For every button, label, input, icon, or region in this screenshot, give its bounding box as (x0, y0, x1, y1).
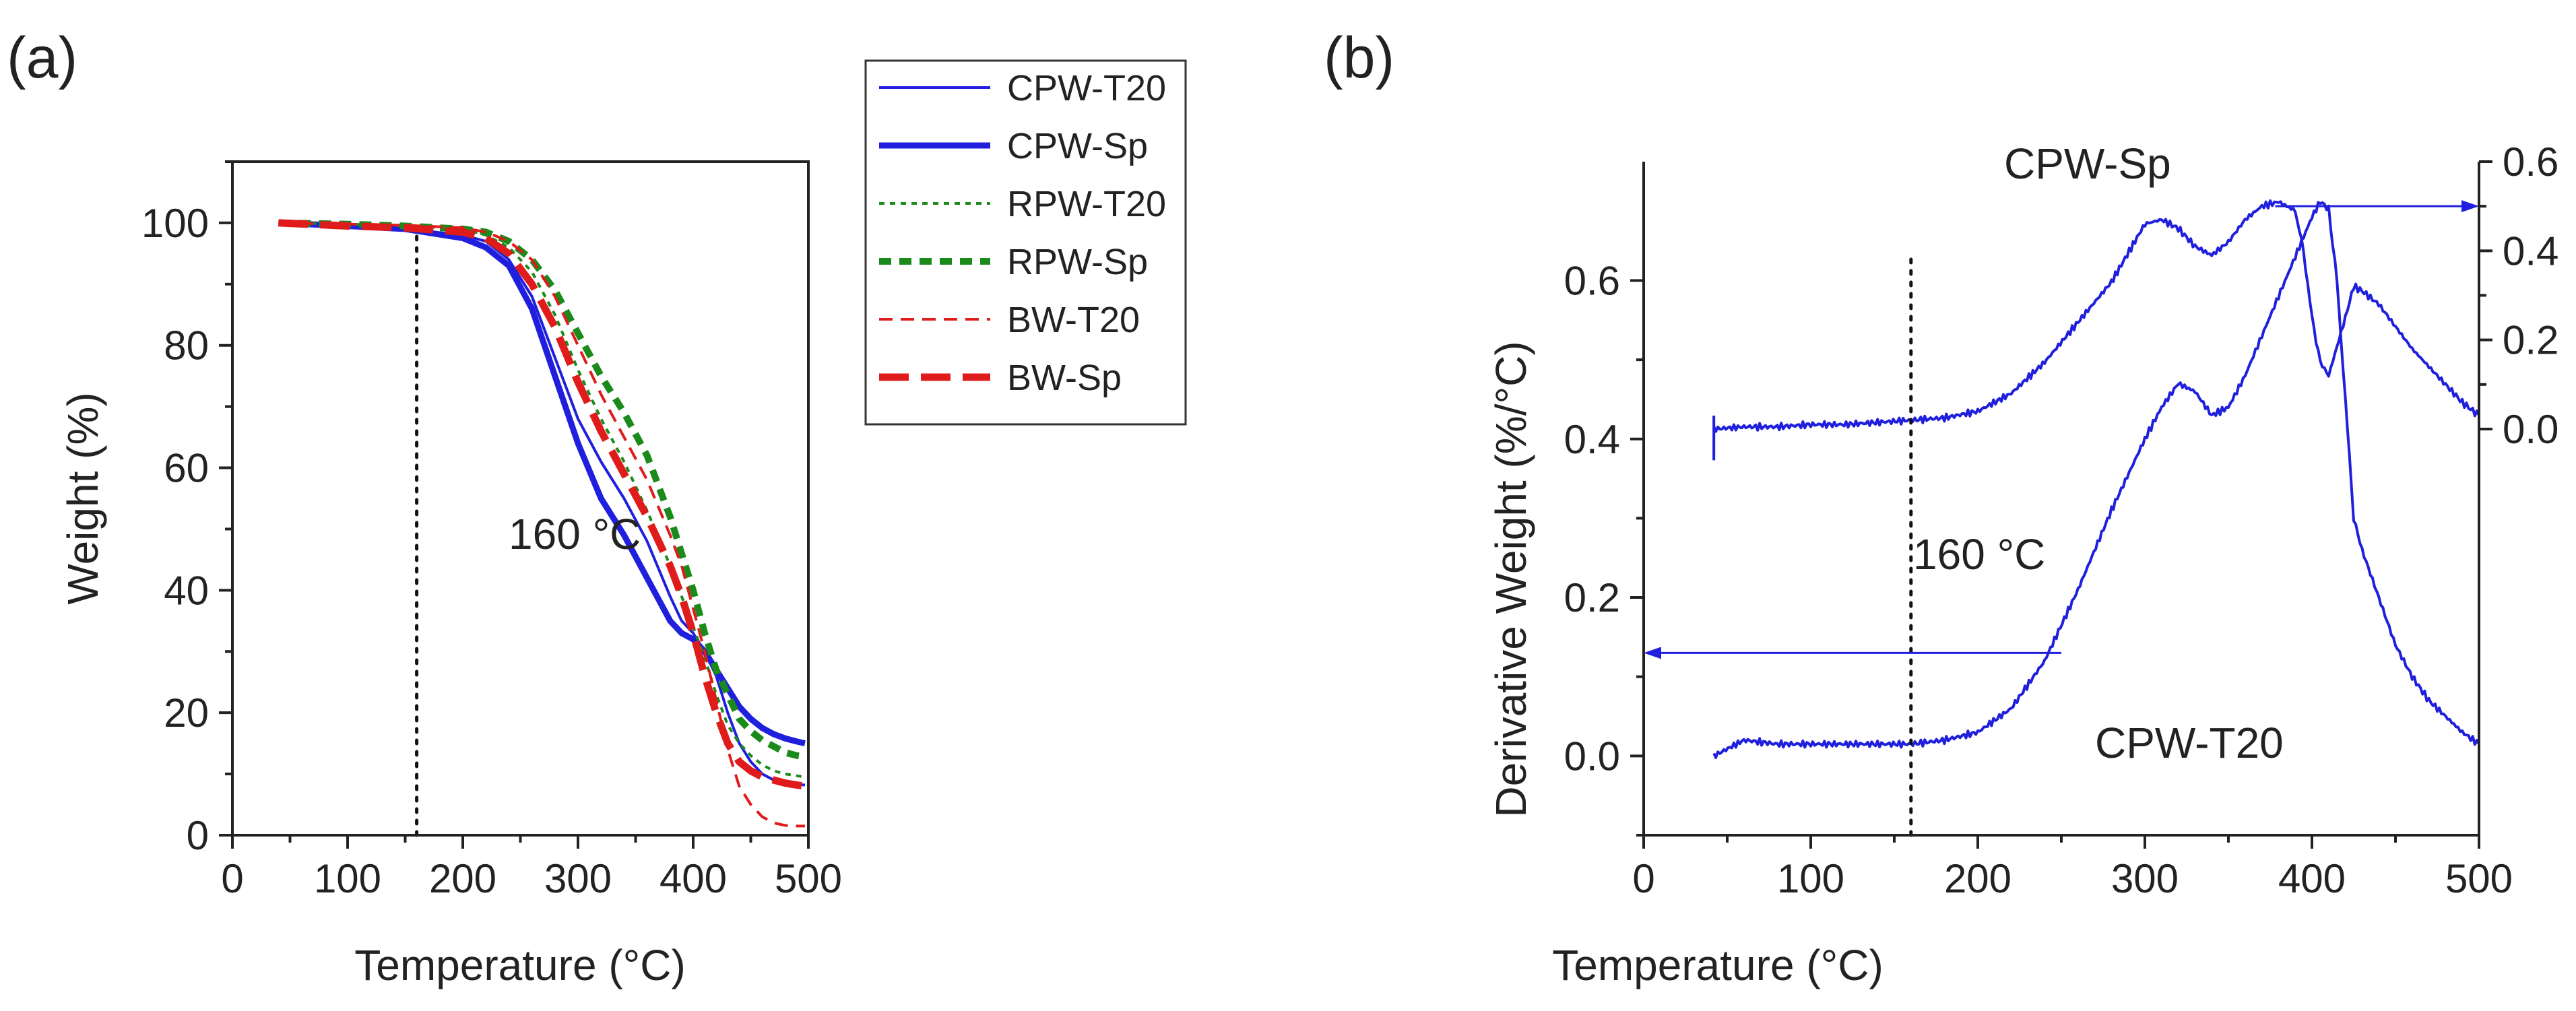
y-tick-label: 60 (164, 446, 209, 491)
left-y-tick-label: 0.4 (1564, 417, 1620, 462)
x-tick-label: 0 (221, 856, 243, 901)
x-tick-label: 200 (429, 856, 496, 901)
chart-a-series (278, 219, 806, 837)
x-tick-label: 100 (1777, 856, 1844, 901)
left-y-tick-label: 0.2 (1564, 575, 1620, 620)
legend-label-cpw-t20: CPW-T20 (1007, 68, 1166, 108)
x-tick-label: 0 (1632, 856, 1654, 901)
series-cpw-sp (1712, 199, 2480, 433)
series-cpw-sp (278, 220, 806, 746)
y-tick-label: 20 (164, 690, 209, 736)
x-tick-label: 200 (1944, 856, 2011, 901)
chart-b-annotation: 160 °C (1913, 530, 2045, 579)
legend-label-rpw-t20: RPW-T20 (1007, 184, 1166, 224)
right-y-tick-label: 0.0 (2503, 407, 2558, 452)
series-bw-t20 (278, 221, 805, 828)
x-tick-label: 300 (544, 856, 612, 901)
series-cpw-t20 (1712, 201, 2480, 759)
chart-a-y-axis-title: Weight (%) (59, 392, 107, 604)
y-tick-label: 100 (141, 201, 209, 246)
series-label-cpw-t20: CPW-T20 (2095, 719, 2284, 767)
chart-b-y-axis-title: Derivative Weight (%/°C) (1487, 341, 1535, 817)
right-y-tick-label: 0.6 (2503, 139, 2558, 185)
arrow-head-right (2461, 200, 2479, 213)
legend-label-rpw-sp: RPW-Sp (1007, 242, 1148, 282)
right-y-tick-label: 0.4 (2503, 228, 2558, 273)
y-tick-label: 40 (164, 568, 209, 613)
chart-b: 0 100 200 300 400 500 0.0 0.2 0.4 0.6 0.0 0.2 0.4 0.6… (1487, 139, 2558, 989)
chart-b-series (1644, 199, 2480, 837)
x-tick-label: 300 (2111, 856, 2179, 901)
chart-b-x-axis-title: Temperature (°C) (1552, 941, 1883, 989)
right-y-tick-label: 0.2 (2503, 318, 2558, 363)
legend-box (864, 59, 1187, 426)
x-tick-label: 500 (2445, 856, 2513, 901)
panel-a-label: (a) (7, 26, 77, 90)
y-tick-label: 0 (187, 813, 209, 858)
legend-label-bw-t20: BW-T20 (1007, 300, 1140, 340)
series-label-cpw-sp: CPW-Sp (2004, 139, 2171, 188)
left-y-tick-label: 0.0 (1564, 733, 1620, 779)
chart-a-legend: CPW-T20 CPW-Sp RPW-T20 RPW-Sp BW-T20 BW-Sp (864, 59, 1187, 426)
panel-b-label: (b) (1324, 26, 1394, 90)
series-bw-sp (278, 219, 806, 790)
chart-a-annotation: 160 °C (509, 510, 641, 558)
chart-a-x-axis-title: Temperature (°C) (354, 941, 686, 989)
x-tick-label: 100 (314, 856, 381, 901)
legend-label-cpw-sp: CPW-Sp (1007, 126, 1148, 166)
chart-a: 0 100 200 300 400 500 0 20 40 60 80 100 Temperature… (59, 59, 1187, 989)
series-rpw-sp (278, 219, 806, 760)
x-tick-label: 500 (775, 856, 842, 901)
y-tick-label: 80 (164, 323, 209, 368)
x-tick-label: 400 (2278, 856, 2346, 901)
left-y-tick-label: 0.6 (1564, 258, 1620, 303)
legend-label-bw-sp: BW-Sp (1007, 358, 1122, 398)
arrow-head-left (1644, 647, 1661, 659)
x-tick-label: 400 (659, 856, 727, 901)
